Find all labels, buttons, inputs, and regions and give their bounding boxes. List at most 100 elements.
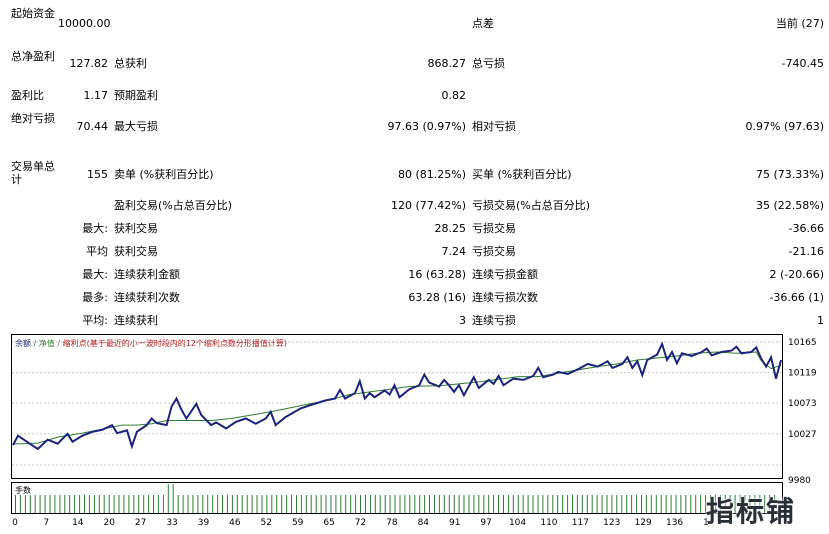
volume-bar [108,495,110,513]
volume-bar [251,495,253,513]
volume-bar [103,495,105,513]
volume-bar [379,495,381,513]
total-trades-value: 155 [87,168,108,181]
legend-balance: 余额 [15,339,31,348]
volume-bar [493,495,495,513]
equity-line [12,341,782,451]
net-profit-value: 127.82 [69,57,109,70]
y-tick-label: 10119 [788,369,817,379]
volume-bar [222,495,223,513]
volume-bar [606,495,608,513]
volume-bar [542,495,544,513]
expected-payoff-label: 预期盈利 [114,89,158,102]
volume-bar [300,495,302,513]
volume-bar [133,495,135,513]
volume-bar [483,495,485,513]
gross-profit-value: 868.27 [427,57,467,70]
x-tick-label: 91 [449,518,460,528]
chart-legend: 余额 / 净值 / 缩利点(基于最近的小一波时段内的12个缩利点数分形播值计算) [15,339,288,348]
max-cons-losses-value: 2 (-20.66) [769,268,824,281]
average-loss-label: 亏损交易 [472,245,516,258]
volume-bar [276,495,278,513]
volume-bar [44,495,46,513]
volume-bar [305,495,307,513]
volume-bar [325,495,327,513]
volume-bar [202,495,204,513]
rel-drawdown-label: 相对亏损 [472,120,516,133]
volume-bar [64,495,66,513]
volume-bar [118,495,120,513]
abs-drawdown-label: 绝对亏损 [11,112,55,125]
volume-bar [226,495,228,513]
legend-equity: 净值 [38,339,55,348]
volume-bar [424,495,426,513]
volume-bar [54,495,56,513]
x-tick-label: 129 [635,518,652,528]
volume-bar [448,495,450,513]
abs-drawdown-value: 70.44 [76,120,109,133]
volume-bar [527,495,529,513]
short-trades-value: 80 (81.25%) [397,168,466,181]
largest-loss-value: -36.66 [788,222,824,235]
average-label: 平均 [86,245,108,258]
x-tick-label: 78 [386,518,398,528]
volume-bar [567,495,569,513]
volume-bar [552,495,554,513]
volume-bar [399,495,401,513]
volume-bar [586,495,588,513]
volume-bar [764,495,766,513]
volume-bar [310,495,312,513]
volume-bar [84,495,85,513]
loss-trades-label: 亏损交易(%占总百分比) [472,199,591,212]
volume-bar [409,495,411,513]
volume-bar [350,495,352,513]
volume-bar [187,495,189,513]
volume-bar [665,495,667,513]
x-tick-label: 104 [509,518,526,528]
watermark-logo: 指标铺 [706,495,797,528]
volume-bar [522,495,524,513]
max-cons-profit-value: 63.28 (16) [408,291,466,304]
volume-bar [34,495,36,513]
max-drawdown-label: 最大亏损 [114,120,158,133]
volume-bar [88,495,90,513]
volume-bar [453,495,455,513]
initial-deposit-value: 10000.00 [58,17,111,30]
volume-bar [744,495,746,513]
volume-bar [113,495,115,513]
volume-bar [498,495,499,513]
chart-grid [12,341,782,466]
x-tick-label: 20 [104,518,116,528]
volume-bar [478,495,480,513]
volume-bar [15,495,16,513]
volume-bar [626,495,628,513]
x-tick-label: 1 [703,518,709,528]
volume-bar [39,495,41,513]
volume-bar [438,495,440,513]
x-tick-label: 72 [355,518,366,528]
x-tick-label: 97 [480,518,491,528]
x-tick-label: 33 [166,518,177,528]
volume-bar [596,495,598,513]
volume-bar [128,495,130,513]
volume-bar [271,495,273,513]
volume-bar [557,495,559,513]
volume-bar [315,495,317,513]
volume-bar [429,495,430,513]
volume-bar [650,495,652,513]
volume-bar [645,495,647,513]
gross-loss-value: -740.45 [781,57,824,70]
avg-cons-wins-value: 3 [459,314,466,327]
x-tick-label: 27 [135,518,146,528]
initial-deposit-label: 起始资金 [11,7,55,20]
volume-bar [463,495,465,513]
volume-bar [177,495,179,513]
volume-bar [49,495,51,513]
max-cons-label: 最大: [82,268,108,281]
max-cons-losses-label: 连续亏损金额 [472,268,538,281]
long-trades-label: 买单 (%获利百分比) [472,168,572,181]
volume-bar [217,495,219,513]
volume-bar [74,495,76,513]
volume-bar [611,495,613,513]
volume-bar [419,495,421,513]
